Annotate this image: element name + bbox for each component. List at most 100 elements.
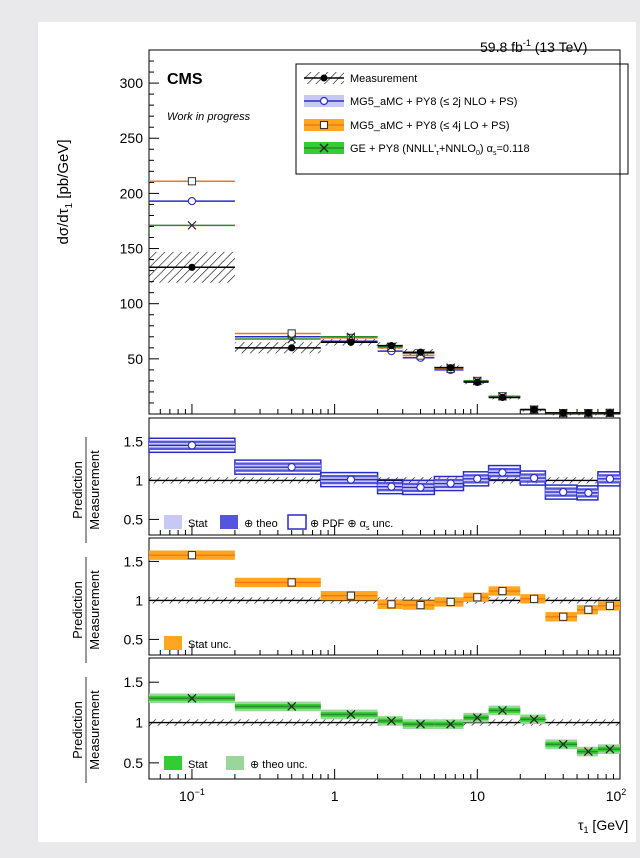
ratio1-ytick-label: 0.5: [124, 511, 144, 527]
chart-marks: 50 100 150 200 250 300 0.5 1 1.5 0.5 1 1.5 0.5 1 1.5 10…: [120, 49, 627, 804]
figure: 59.8 fb-1 (13 TeV) CMS Work in progress …: [38, 22, 636, 842]
ratio3-legend-theo-swatch: [226, 756, 244, 770]
ratio3-marker: [346, 710, 356, 719]
ratio1-legend-pdf-label: ⊕ PDF ⊕ αs unc.: [310, 518, 393, 532]
ratio3-marker: [416, 719, 425, 729]
main-ytick-label: 250: [120, 130, 144, 146]
ratio3-marker: [472, 713, 482, 723]
legend-mg5nlo-marker: [319, 96, 329, 106]
x-axis-label: τ1 [GeV]: [578, 817, 628, 835]
ratio3-marker: [287, 701, 297, 711]
main-ytick-label: 150: [120, 241, 144, 257]
ratio2-legend-label: Stat unc.: [188, 639, 231, 651]
ratio3-marker: [187, 693, 197, 703]
ratio3-legend-theo-label: ⊕ theo unc.: [250, 759, 308, 771]
ratio3-ytick-label: 1.5: [124, 674, 144, 690]
mg5lo-marker: [287, 329, 296, 338]
ratio2-ylabel-top: Prediction: [70, 581, 85, 639]
ratio1-legend-stat-label: Stat: [188, 518, 208, 530]
legend-frame: [295, 63, 629, 175]
meas-marker: [447, 364, 455, 372]
meas-marker: [498, 393, 507, 402]
main-ytick-label: 300: [120, 75, 144, 91]
ratio3-marker: [386, 716, 396, 726]
ratio1-ytick-label: 1.5: [124, 433, 144, 449]
ratio3-marker: [529, 714, 539, 724]
main-ylabel: dσ/dτ1 [pb/GeV]: [55, 140, 75, 245]
ratio1-ylabel-bottom: Measurement: [87, 450, 102, 530]
ratio2-marker: [473, 593, 482, 602]
experiment-label: CMS: [167, 71, 203, 88]
legend-entry-mg5-lo: MG5_aMC + PY8 (≤ 4j LO + PS): [304, 119, 509, 132]
main-legend: Measurement MG5_aMC + PY8 (≤ 2j NLO + PS…: [295, 63, 629, 175]
ratio2-marker: [287, 578, 296, 587]
ratio3-marker: [605, 744, 615, 754]
ratio2-marker: [559, 612, 568, 621]
mg5nlo-marker: [187, 196, 197, 206]
legend-entry-measurement: Measurement: [304, 72, 417, 85]
meas-marker: [606, 409, 614, 417]
ratio1-legend-stat-swatch: [164, 515, 182, 529]
ratio1-ylabel: Prediction Measurement: [70, 437, 102, 543]
legend-meas-marker: [320, 74, 328, 82]
ratio3-marker: [498, 706, 507, 715]
ratio1-marker: [605, 474, 615, 483]
legend-entry-ge: GE + PY8 (NNLL'τ+NNLO0) αs=0.118: [304, 142, 530, 157]
x-tick-label: 10−1: [179, 787, 205, 804]
ratio1-legend: Stat ⊕ theo ⊕ PDF ⊕ αs unc.: [164, 514, 393, 532]
ratio2-marker: [387, 600, 396, 609]
legend-ge-marker: [319, 143, 329, 153]
x-tick-label: 10: [470, 788, 486, 804]
ratio1-marker: [287, 462, 296, 472]
meas-marker: [416, 348, 425, 356]
ratio2-legend-swatch: [164, 636, 182, 650]
meas-marker: [584, 409, 592, 417]
ratio2-marker: [605, 601, 615, 610]
ratio2-marker: [446, 597, 455, 607]
legend-mg5lo-marker: [319, 120, 329, 130]
ratio1-marker: [584, 488, 593, 498]
lumi-label: 59.8 fb-1 (13 TeV): [480, 38, 587, 55]
ratio1-marker: [346, 475, 356, 484]
legend-mg5nlo-label: MG5_aMC + PY8 (≤ 2j NLO + PS): [350, 96, 517, 108]
ratio1-marker: [498, 468, 507, 477]
ratio3-frame: [148, 657, 621, 780]
mg5lo-marker: [187, 177, 197, 186]
x-tick-label: 102: [606, 787, 627, 804]
ratio2-ytick-label: 0.5: [124, 631, 144, 647]
ratio2-marker: [498, 586, 507, 596]
ratio3-ylabel: Prediction Measurement: [70, 677, 102, 783]
legend-ge-label: GE + PY8 (NNLL'τ+NNLO0) αs=0.118: [350, 143, 530, 157]
ge-marker: [346, 332, 356, 342]
meas-marker: [387, 342, 396, 350]
ratio2-ylabel: Prediction Measurement: [70, 557, 102, 663]
main-ytick-label: 200: [120, 185, 144, 201]
ratio3-ylabel-bottom: Measurement: [87, 690, 102, 770]
chart-svg: 59.8 fb-1 (13 TeV) CMS Work in progress …: [55, 38, 629, 835]
ratio1-legend-pdf-swatch: [287, 514, 307, 530]
x-tick-label: 1: [331, 788, 339, 804]
ratio2-marker: [416, 600, 425, 610]
ratio2-marker: [529, 594, 539, 603]
ratio1-marker: [529, 473, 539, 483]
ratio2-ylabel-bottom: Measurement: [87, 570, 102, 650]
legend-meas-label: Measurement: [350, 73, 417, 85]
ratio2-marker: [584, 605, 593, 614]
ratio1-marker: [559, 487, 568, 497]
ratio3-marker: [446, 719, 456, 729]
ratio3-ylabel-top: Prediction: [70, 701, 85, 759]
ratio2-frame: [148, 537, 621, 656]
ratio1-marker: [446, 479, 455, 488]
meas-marker: [288, 344, 296, 352]
ratio1-marker: [416, 483, 425, 492]
ratio1-legend-theo-swatch: [220, 515, 238, 529]
ratio3-legend: Stat ⊕ theo unc.: [164, 756, 308, 771]
ratio1-ytick-label: 1: [135, 472, 143, 488]
meas-marker: [530, 405, 538, 414]
ratio3-marker: [558, 739, 568, 749]
ratio1-marker: [387, 482, 396, 491]
ge-marker: [187, 220, 197, 230]
ratio3-legend-stat-swatch: [164, 756, 182, 770]
ratio2-legend: Stat unc.: [164, 636, 231, 651]
ge-marker: [287, 334, 297, 344]
